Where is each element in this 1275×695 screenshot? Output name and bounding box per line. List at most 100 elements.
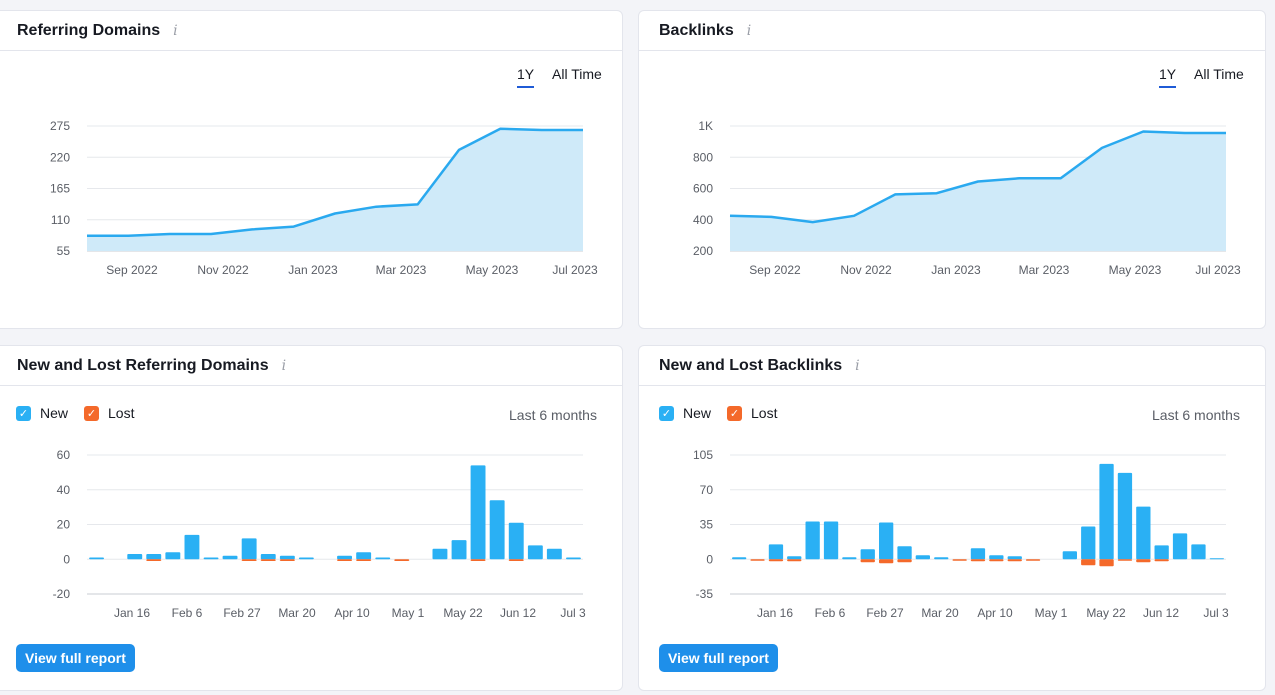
- new-bar: [1154, 545, 1169, 560]
- new-bar: [768, 544, 784, 560]
- x-tick-label: Nov 2022: [840, 263, 892, 277]
- new-bar: [1136, 506, 1151, 560]
- x-tick-label: Sep 2022: [106, 263, 158, 277]
- x-tick-label: Feb 27: [223, 606, 261, 620]
- new-bar: [241, 538, 257, 560]
- range-label: Last 6 months: [1152, 407, 1240, 423]
- x-tick-label: Feb 6: [172, 606, 203, 620]
- x-tick-label: Mar 2023: [376, 263, 427, 277]
- y-tick-label: 20: [57, 518, 71, 532]
- new-bar: [1081, 526, 1096, 560]
- card-title: Backlinks: [659, 21, 734, 39]
- new-bar: [260, 554, 276, 560]
- new-bar: [527, 545, 543, 560]
- x-tick-label: Jul 3: [560, 606, 586, 620]
- lost-bar: [1154, 559, 1169, 562]
- new-bar: [298, 557, 314, 560]
- new-bar: [842, 557, 857, 560]
- legend-new-toggle[interactable]: ✓ New: [659, 405, 711, 421]
- x-tick-label: Jan 2023: [288, 263, 338, 277]
- new-bar: [732, 557, 747, 560]
- card-header: Backlinks i: [639, 11, 1265, 51]
- area-fill: [87, 128, 583, 251]
- checkbox-checked-icon[interactable]: ✓: [84, 405, 100, 421]
- lost-bar: [750, 559, 765, 561]
- info-icon[interactable]: i: [855, 357, 860, 374]
- new-bar: [1062, 551, 1077, 560]
- y-tick-label: 0: [706, 552, 713, 566]
- period-1y-tab[interactable]: 1Y: [1159, 66, 1177, 88]
- new-bar: [1007, 556, 1022, 560]
- new-bar: [203, 557, 219, 560]
- x-tick-label: Feb 27: [866, 606, 904, 620]
- lost-bar: [1025, 559, 1041, 561]
- y-tick-label: 1K: [698, 119, 713, 133]
- x-tick-label: Mar 2023: [1019, 263, 1070, 277]
- period-all-time-tab[interactable]: All Time: [1194, 66, 1244, 82]
- lost-bar: [260, 559, 276, 561]
- view-full-report-button[interactable]: View full report: [659, 644, 778, 672]
- legend-new-toggle[interactable]: ✓ New: [16, 405, 68, 421]
- checkbox-checked-icon[interactable]: ✓: [659, 405, 674, 421]
- checkbox-checked-icon[interactable]: ✓: [727, 405, 743, 421]
- new-bar: [1117, 472, 1133, 560]
- y-tick-label: 275: [50, 119, 70, 133]
- new-bar: [787, 556, 802, 560]
- y-tick-label: 400: [693, 213, 713, 227]
- view-full-report-button[interactable]: View full report: [16, 644, 135, 672]
- y-tick-label: 105: [693, 448, 713, 462]
- y-tick-label: 40: [57, 483, 71, 497]
- x-tick-label: Jul 3: [1203, 606, 1229, 620]
- checkbox-checked-icon[interactable]: ✓: [16, 405, 31, 421]
- card-title: New and Lost Referring Domains: [17, 356, 269, 374]
- period-all-time-tab[interactable]: All Time: [552, 66, 602, 82]
- new-bar: [337, 555, 352, 560]
- y-tick-label: 70: [700, 483, 714, 497]
- lost-bar: [146, 559, 162, 561]
- new-bar: [127, 554, 143, 560]
- new-bar: [860, 549, 875, 560]
- lost-bar: [1081, 559, 1096, 566]
- y-tick-label: 55: [57, 244, 71, 258]
- lost-bar: [970, 559, 986, 562]
- legend-new-label: New: [683, 405, 712, 421]
- new-bar: [165, 552, 181, 560]
- period-selector: 1Y All Time: [1145, 66, 1244, 88]
- info-icon[interactable]: i: [281, 357, 287, 374]
- info-icon[interactable]: i: [746, 22, 752, 39]
- card-header: New and Lost Backlinks i: [639, 346, 1265, 386]
- x-tick-label: Jul 2023: [1195, 263, 1241, 277]
- x-tick-label: Jun 12: [500, 606, 536, 620]
- info-icon[interactable]: i: [173, 22, 178, 39]
- new-bar: [375, 557, 391, 560]
- card-header: Referring Domains i: [0, 11, 622, 51]
- series-line: [729, 130, 1226, 224]
- lost-bar: [1099, 559, 1114, 567]
- range-label: Last 6 months: [509, 407, 597, 423]
- lost-bar: [897, 559, 912, 563]
- legend-lost-toggle[interactable]: ✓ Lost: [727, 405, 777, 421]
- y-tick-label: 165: [50, 182, 70, 196]
- y-tick-label: -20: [53, 587, 71, 601]
- chart-legend: ✓ New ✓ Lost: [659, 405, 793, 421]
- legend-lost-toggle[interactable]: ✓ Lost: [84, 405, 134, 421]
- x-tick-label: Apr 10: [977, 606, 1013, 620]
- new-bar: [989, 555, 1004, 560]
- x-tick-label: Feb 6: [815, 606, 846, 620]
- legend-lost-label: Lost: [108, 405, 135, 421]
- series-line: [87, 127, 583, 237]
- new-lost-domains-card: New and Lost Referring Domains i: [0, 345, 623, 691]
- lost-bar: [508, 559, 524, 561]
- x-tick-label: May 2023: [466, 263, 519, 277]
- new-bar: [934, 557, 949, 560]
- period-1y-tab[interactable]: 1Y: [517, 66, 535, 88]
- card-header: New and Lost Referring Domains i: [0, 346, 622, 386]
- y-tick-label: 0: [63, 552, 70, 566]
- new-bar: [279, 555, 295, 560]
- new-bar: [1209, 558, 1224, 560]
- lost-bar: [241, 559, 257, 561]
- new-bar: [897, 546, 912, 560]
- lost-bar: [279, 559, 295, 561]
- new-bar: [489, 500, 505, 560]
